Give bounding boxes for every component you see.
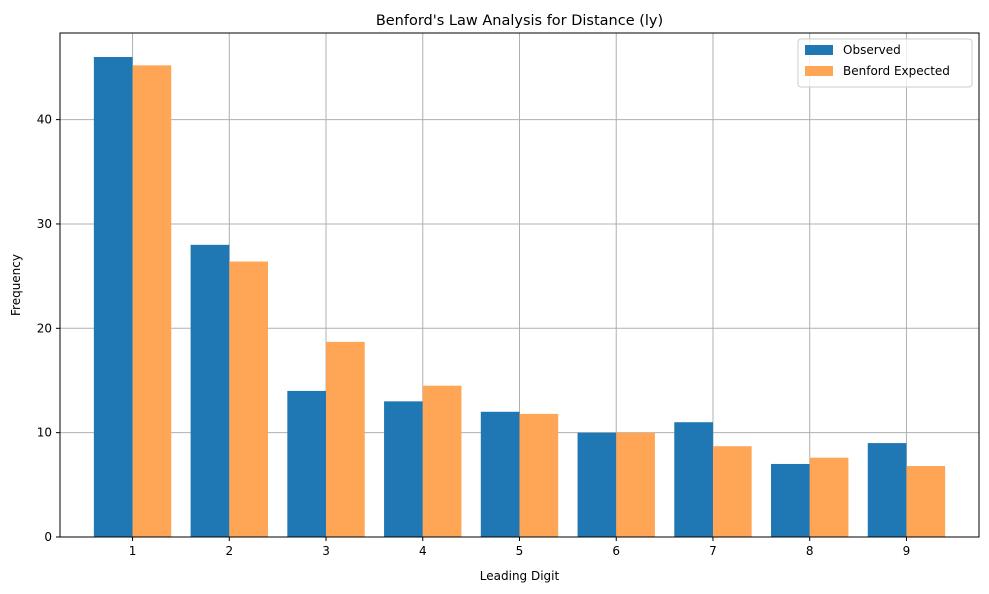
legend-label-benford-expected: Benford Expected bbox=[843, 64, 950, 78]
bar-observed bbox=[771, 463, 810, 537]
bar-observed bbox=[93, 57, 133, 537]
chart-title: Benford's Law Analysis for Distance (ly) bbox=[376, 13, 663, 29]
bar-benford-expected bbox=[519, 413, 559, 537]
legend-swatch-observed bbox=[805, 45, 833, 55]
y-axis-label: Frequency bbox=[9, 254, 23, 316]
bar-observed bbox=[384, 401, 423, 537]
x-tick-label: 7 bbox=[709, 544, 717, 558]
x-tick-label: 9 bbox=[903, 544, 911, 558]
x-tick-label: 8 bbox=[806, 544, 814, 558]
x-tick-label: 4 bbox=[419, 544, 427, 558]
x-tick-label: 6 bbox=[612, 544, 620, 558]
bar-benford-expected bbox=[712, 446, 752, 537]
legend: Observed Benford Expected bbox=[797, 38, 973, 88]
bar-benford-expected bbox=[132, 65, 172, 537]
ticks: 1 2 3 4 5 6 7 8 9 0 10 20 30 40 bbox=[37, 113, 911, 558]
legend-swatch-benford-expected bbox=[805, 66, 833, 76]
bar-benford-expected bbox=[326, 341, 365, 537]
legend-box bbox=[797, 38, 973, 88]
x-axis-label: Leading Digit bbox=[480, 569, 560, 583]
x-tick-label: 3 bbox=[322, 544, 330, 558]
bar-observed bbox=[674, 422, 713, 537]
bar-observed bbox=[867, 443, 907, 537]
y-tick-label: 10 bbox=[37, 426, 52, 440]
bar-observed bbox=[480, 411, 520, 537]
bar-benford-expected bbox=[422, 385, 462, 537]
bar-observed bbox=[287, 390, 327, 537]
bar-benford-expected bbox=[906, 466, 946, 537]
bar-observed bbox=[190, 244, 230, 537]
legend-label-observed: Observed bbox=[843, 43, 901, 57]
bar-observed bbox=[577, 432, 617, 537]
y-tick-label: 0 bbox=[44, 530, 52, 544]
bar-benford-expected bbox=[229, 261, 268, 537]
bars bbox=[93, 57, 946, 537]
y-tick-label: 20 bbox=[37, 321, 52, 335]
x-tick-label: 1 bbox=[129, 544, 137, 558]
y-tick-label: 30 bbox=[37, 217, 52, 231]
x-tick-label: 2 bbox=[225, 544, 233, 558]
x-tick-label: 5 bbox=[516, 544, 524, 558]
bar-benford-expected bbox=[809, 457, 849, 537]
y-tick-label: 40 bbox=[37, 113, 52, 127]
bar-benford-expected bbox=[616, 432, 655, 537]
